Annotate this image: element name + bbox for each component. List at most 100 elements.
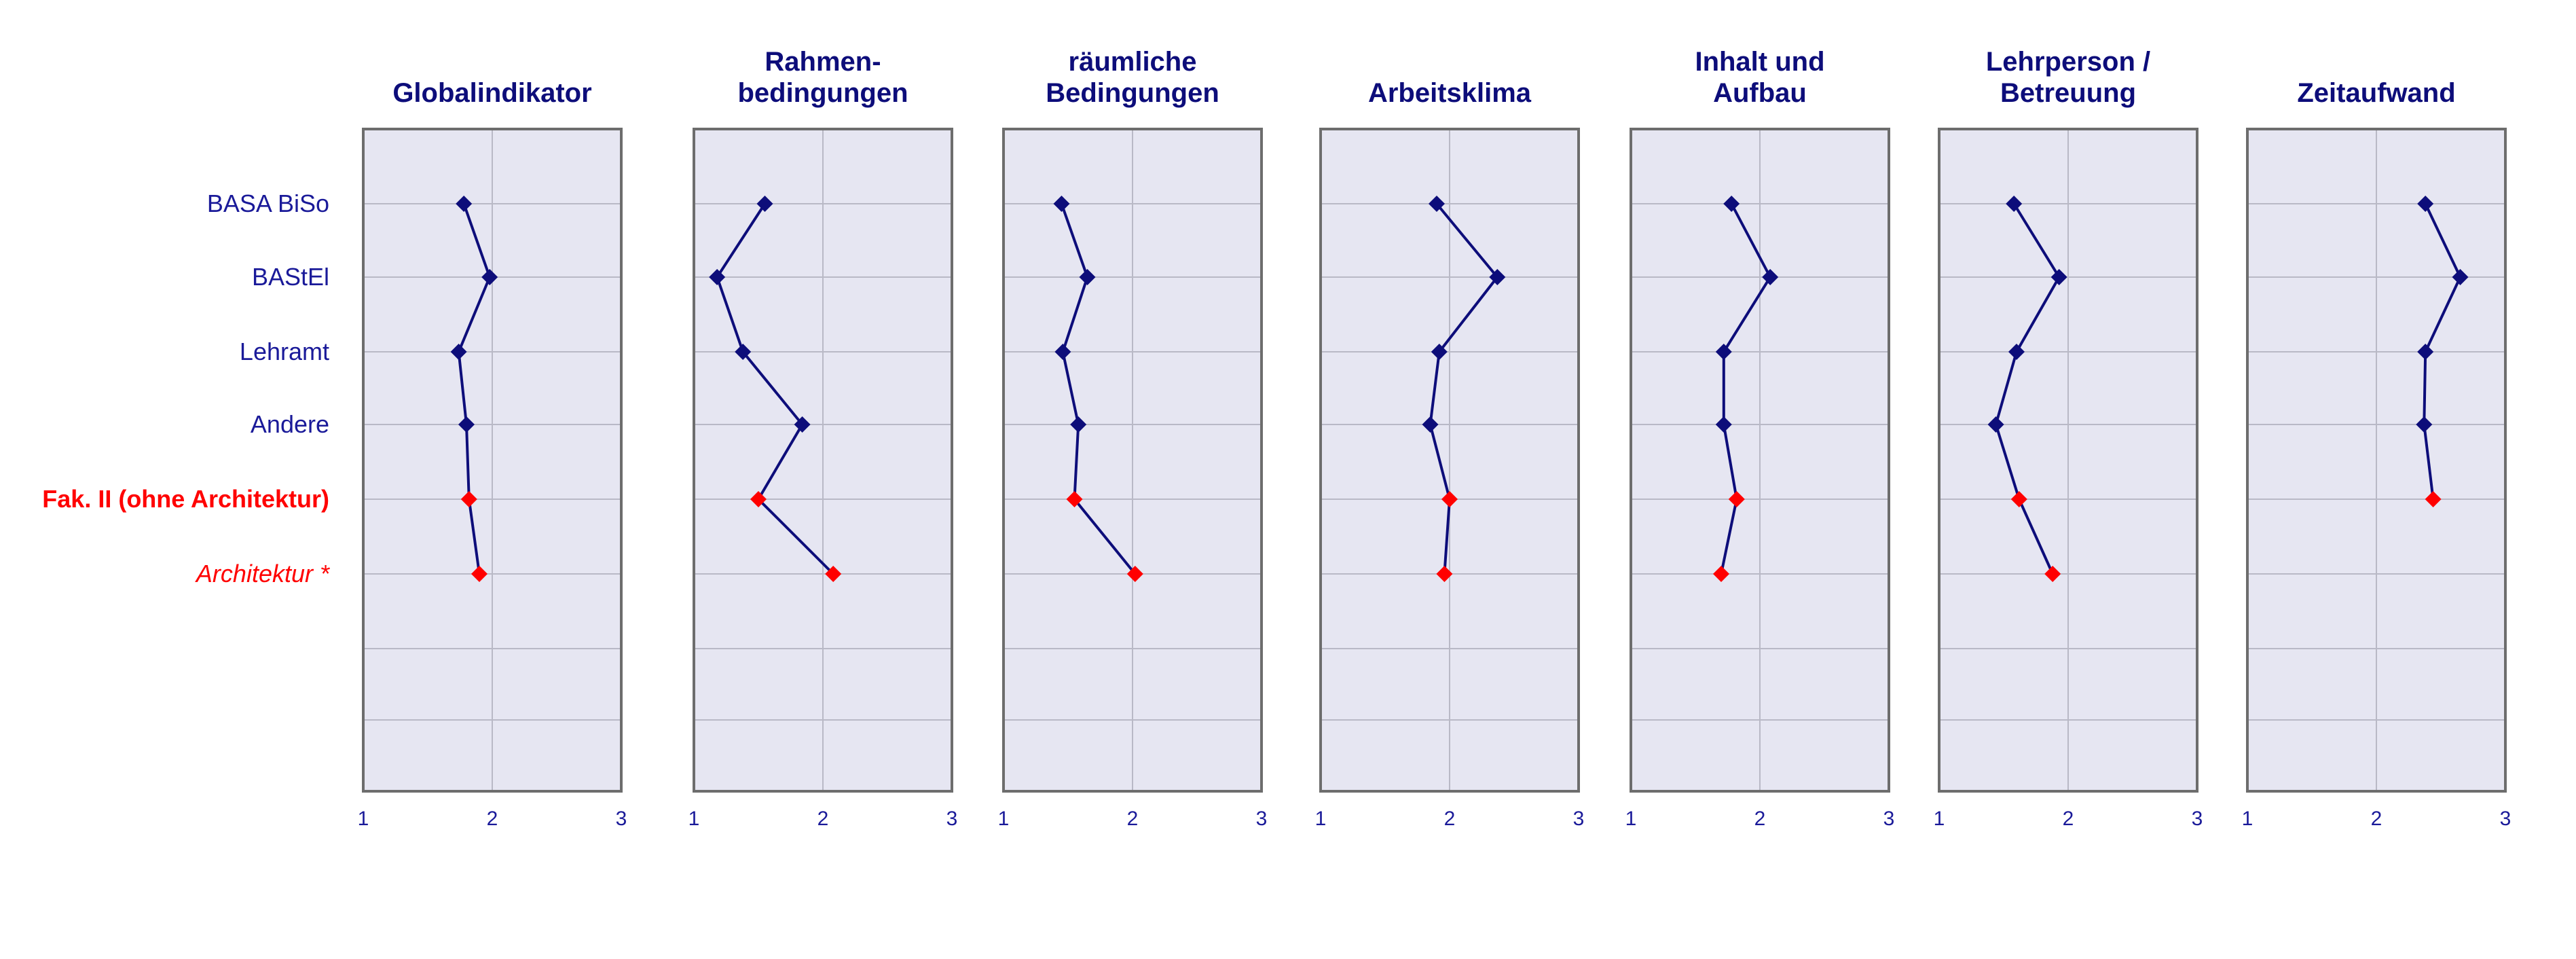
data-point	[1431, 344, 1448, 360]
panel-title: Inhalt und	[1695, 47, 1824, 77]
panel: Globalindikator 1 2 3	[358, 78, 627, 830]
data-point	[750, 491, 767, 507]
x-tick-label: 1	[358, 808, 369, 830]
data-point	[1126, 566, 1143, 582]
data-point	[756, 196, 773, 212]
panel-title: Betreuung	[2000, 78, 2136, 108]
plot-frame	[693, 128, 953, 793]
x-tick-label: 1	[1315, 808, 1327, 830]
x-tick-label: 3	[2500, 808, 2511, 830]
data-point	[2010, 491, 2027, 507]
plot-frame	[2246, 128, 2507, 793]
panel: Lehrperson /Betreuung 1 2 3	[1934, 47, 2203, 830]
data-point	[1422, 416, 1439, 433]
x-tick-label: 1	[2242, 808, 2253, 830]
panel-title: Bedingungen	[1046, 78, 1219, 108]
data-point	[1441, 491, 1458, 507]
data-point	[1987, 416, 2004, 433]
data-point	[794, 416, 811, 433]
data-point	[2050, 269, 2067, 285]
data-point	[456, 196, 473, 212]
data-point	[1762, 269, 1779, 285]
row-label: Architektur *	[195, 560, 330, 587]
x-tick-label: 2	[1127, 808, 1139, 830]
data-point	[2452, 269, 2469, 285]
data-point	[460, 491, 477, 507]
data-point	[1715, 416, 1732, 433]
data-point	[1715, 344, 1732, 360]
data-point	[2044, 566, 2061, 582]
series-line	[1720, 203, 1772, 575]
x-tick-label: 2	[817, 808, 829, 830]
data-point	[481, 269, 498, 285]
data-point	[1436, 566, 1453, 582]
data-point	[1066, 491, 1083, 507]
plot-frame	[1002, 128, 1263, 793]
row-label: Andere	[251, 410, 329, 438]
data-point	[2425, 491, 2442, 507]
panel-title: Rahmen-	[765, 47, 881, 77]
x-tick-label: 3	[616, 808, 627, 830]
x-tick-label: 3	[946, 808, 958, 830]
data-point	[1713, 566, 1729, 582]
x-tick-label: 2	[2063, 808, 2074, 830]
row-label: BAStEl	[252, 263, 329, 291]
series-line	[457, 203, 492, 575]
data-point	[825, 566, 842, 582]
data-point	[458, 416, 475, 433]
panel-title: bedingungen	[737, 78, 908, 108]
data-point	[735, 344, 752, 360]
x-tick-label: 3	[1573, 808, 1585, 830]
x-tick-label: 3	[1256, 808, 1268, 830]
data-point	[1070, 416, 1087, 433]
x-tick-label: 1	[1625, 808, 1637, 830]
row-label: BASA BiSo	[207, 189, 329, 217]
x-tick-label: 1	[1934, 808, 1945, 830]
data-point	[1054, 344, 1071, 360]
data-point	[1429, 196, 1445, 212]
x-tick-label: 3	[1883, 808, 1895, 830]
data-point	[471, 566, 487, 582]
data-point	[1728, 491, 1745, 507]
panel: Arbeitsklima 1 2 3	[1315, 78, 1585, 830]
panel-title: räumliche	[1069, 47, 1197, 77]
data-point	[1723, 196, 1740, 212]
panel-title: Aufbau	[1713, 78, 1807, 108]
data-point	[709, 269, 726, 285]
data-point	[2416, 416, 2433, 433]
plot-frame	[1319, 128, 1580, 793]
data-point	[2006, 196, 2023, 212]
plot-frame	[362, 128, 623, 793]
panel: Zeitaufwand 1 2 3	[2242, 78, 2511, 830]
data-point	[450, 344, 467, 360]
series-line	[715, 202, 834, 575]
data-point	[1489, 269, 1506, 285]
x-tick-label: 2	[1444, 808, 1456, 830]
data-point	[2008, 344, 2025, 360]
data-point	[2417, 196, 2434, 212]
panel-title: Zeitaufwand	[2297, 78, 2455, 108]
plot-frame	[1938, 128, 2198, 793]
x-tick-label: 2	[1754, 808, 1766, 830]
series-line	[1429, 202, 1499, 575]
row-label: Lehramt	[240, 338, 329, 365]
data-point	[2417, 344, 2434, 360]
plot-frame	[1630, 128, 1890, 793]
panel-title: Arbeitsklima	[1368, 78, 1532, 108]
series-line	[1994, 202, 2061, 575]
data-point	[1079, 269, 1096, 285]
data-point	[1053, 196, 1070, 212]
series-line	[1060, 203, 1137, 575]
x-tick-label: 2	[2371, 808, 2382, 830]
panel-title: Globalindikator	[392, 78, 591, 108]
x-tick-label: 1	[998, 808, 1010, 830]
x-tick-label: 2	[487, 808, 498, 830]
row-label: Fak. II (ohne Architektur)	[42, 485, 329, 513]
panel: Rahmen-bedingungen 1 2 3	[688, 47, 958, 830]
x-tick-label: 1	[688, 808, 700, 830]
x-tick-label: 3	[2192, 808, 2203, 830]
